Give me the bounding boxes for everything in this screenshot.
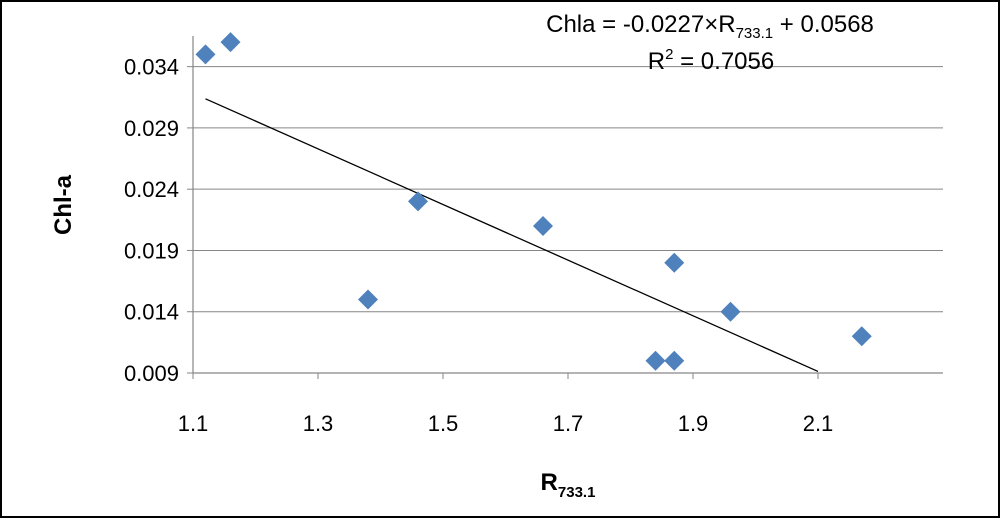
gridlines: [193, 66, 943, 313]
r-squared-main: R: [648, 48, 665, 75]
y-tick-label: 0.019: [124, 238, 179, 263]
x-axis-title-main: R: [541, 469, 558, 496]
x-axis-title: R733.1: [541, 469, 596, 501]
y-tick-label: 0.014: [124, 300, 179, 325]
x-tick-labels: 1.1 1.3 1.5 1.7 1.9 2.1: [178, 373, 834, 436]
x-tick-label: 1.5: [428, 411, 459, 436]
data-point: [851, 326, 872, 347]
data-point: [358, 289, 378, 310]
r-squared-suffix: = 0.7056: [673, 48, 774, 75]
equation-times-symbol: ×: [704, 11, 718, 38]
y-tick-label: 0.034: [124, 55, 179, 80]
equation-prefix: Chla = -0.0227: [546, 11, 704, 38]
y-tick-label: 0.024: [124, 177, 179, 202]
x-tick-label: 1.1: [178, 411, 209, 436]
data-point: [645, 350, 666, 371]
x-tick-label: 1.3: [303, 411, 334, 436]
regression-equation: Chla = -0.0227×R733.1 + 0.0568: [546, 11, 874, 42]
y-axis-title: Chl-a: [50, 174, 77, 235]
x-tick-label: 1.9: [678, 411, 709, 436]
r-squared-sup: 2: [665, 46, 673, 63]
equation-variable: R: [718, 11, 735, 38]
y-tick-label: 0.029: [124, 116, 179, 141]
data-point: [195, 44, 216, 65]
r-squared: R2 = 0.7056: [648, 46, 774, 75]
data-point: [533, 215, 553, 236]
data-point: [408, 191, 428, 212]
x-axis-title-sub: 733.1: [558, 484, 596, 501]
equation-variable-sub: 733.1: [736, 25, 774, 42]
x-tick-label: 1.7: [553, 411, 584, 436]
trendline: [205, 98, 819, 373]
y-tick-label: 0.009: [124, 361, 179, 386]
y-tick-labels: 0.009 0.014 0.019 0.024 0.029 0.034: [124, 55, 193, 386]
equation-suffix: + 0.0568: [773, 11, 874, 38]
data-point: [220, 32, 241, 53]
data-points: [195, 32, 872, 371]
data-point: [664, 350, 685, 371]
x-tick-label: 2.1: [803, 411, 834, 436]
data-point: [720, 301, 741, 322]
data-point: [664, 252, 685, 273]
